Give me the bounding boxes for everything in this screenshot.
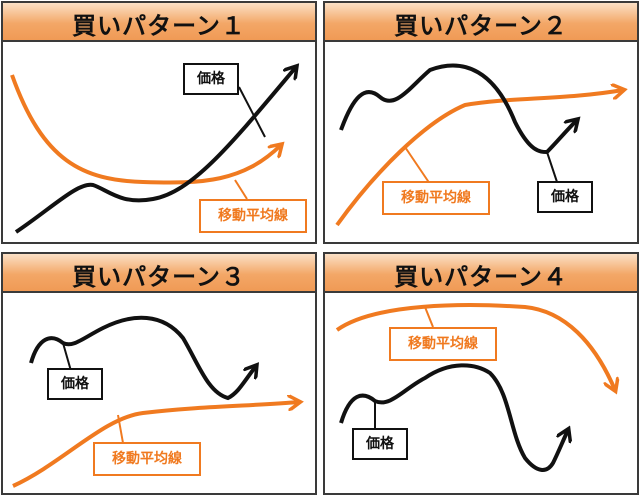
- pattern-1-diagram: [10, 42, 315, 234]
- panel-title: 買いパターン４: [394, 263, 568, 291]
- panel-title: 買いパターン２: [394, 12, 568, 40]
- moving-average-line: [335, 303, 615, 390]
- price-label: 価格: [352, 428, 408, 460]
- panel-body: [3, 42, 315, 242]
- moving-average-line: [335, 90, 623, 227]
- ma-label-leader: [404, 146, 431, 185]
- price-line: [339, 63, 577, 155]
- panel-header: 買いパターン４: [325, 254, 637, 293]
- ma-label-leader: [424, 306, 434, 328]
- panel-body: [325, 293, 637, 493]
- price-label-leader: [62, 342, 72, 372]
- panel-buy-pattern-2: 買いパターン２ 価格 移動平均線: [323, 1, 639, 244]
- panel-buy-pattern-4: 買いパターン４ 価格 移動平均線: [323, 252, 639, 495]
- panel-title: 買いパターン３: [72, 263, 246, 291]
- moving-average-line: [12, 402, 299, 488]
- moving-average-label: 移動平均線: [382, 181, 490, 215]
- pattern-4-diagram: [335, 303, 637, 472]
- panel-body: [325, 42, 637, 242]
- ma-label-leader: [117, 414, 124, 444]
- moving-average-label: 移動平均線: [389, 327, 497, 361]
- price-line: [14, 67, 296, 234]
- price-line: [29, 315, 256, 401]
- panel-body: [3, 293, 315, 493]
- price-label-leader: [546, 151, 558, 183]
- ma-label-leader: [234, 179, 248, 200]
- panel-header: 買いパターン２: [325, 3, 637, 42]
- pattern-3-diagram: [12, 315, 315, 488]
- panel-header: 買いパターン１: [3, 3, 315, 42]
- pattern-2-diagram: [335, 63, 637, 227]
- panel-buy-pattern-3: 買いパターン３ 価格 移動平均線: [1, 252, 317, 495]
- panel-header: 買いパターン３: [3, 254, 315, 293]
- price-label: 価格: [537, 181, 593, 213]
- moving-average-line: [10, 74, 281, 185]
- price-label: 価格: [47, 368, 103, 400]
- moving-average-label: 移動平均線: [199, 199, 307, 233]
- price-label-leader: [238, 86, 266, 138]
- panel-title: 買いパターン１: [72, 12, 246, 40]
- moving-average-label: 移動平均線: [93, 442, 201, 476]
- price-label: 価格: [183, 63, 239, 95]
- panel-buy-pattern-1: 買いパターン１ 価格 移動平均線: [1, 1, 317, 244]
